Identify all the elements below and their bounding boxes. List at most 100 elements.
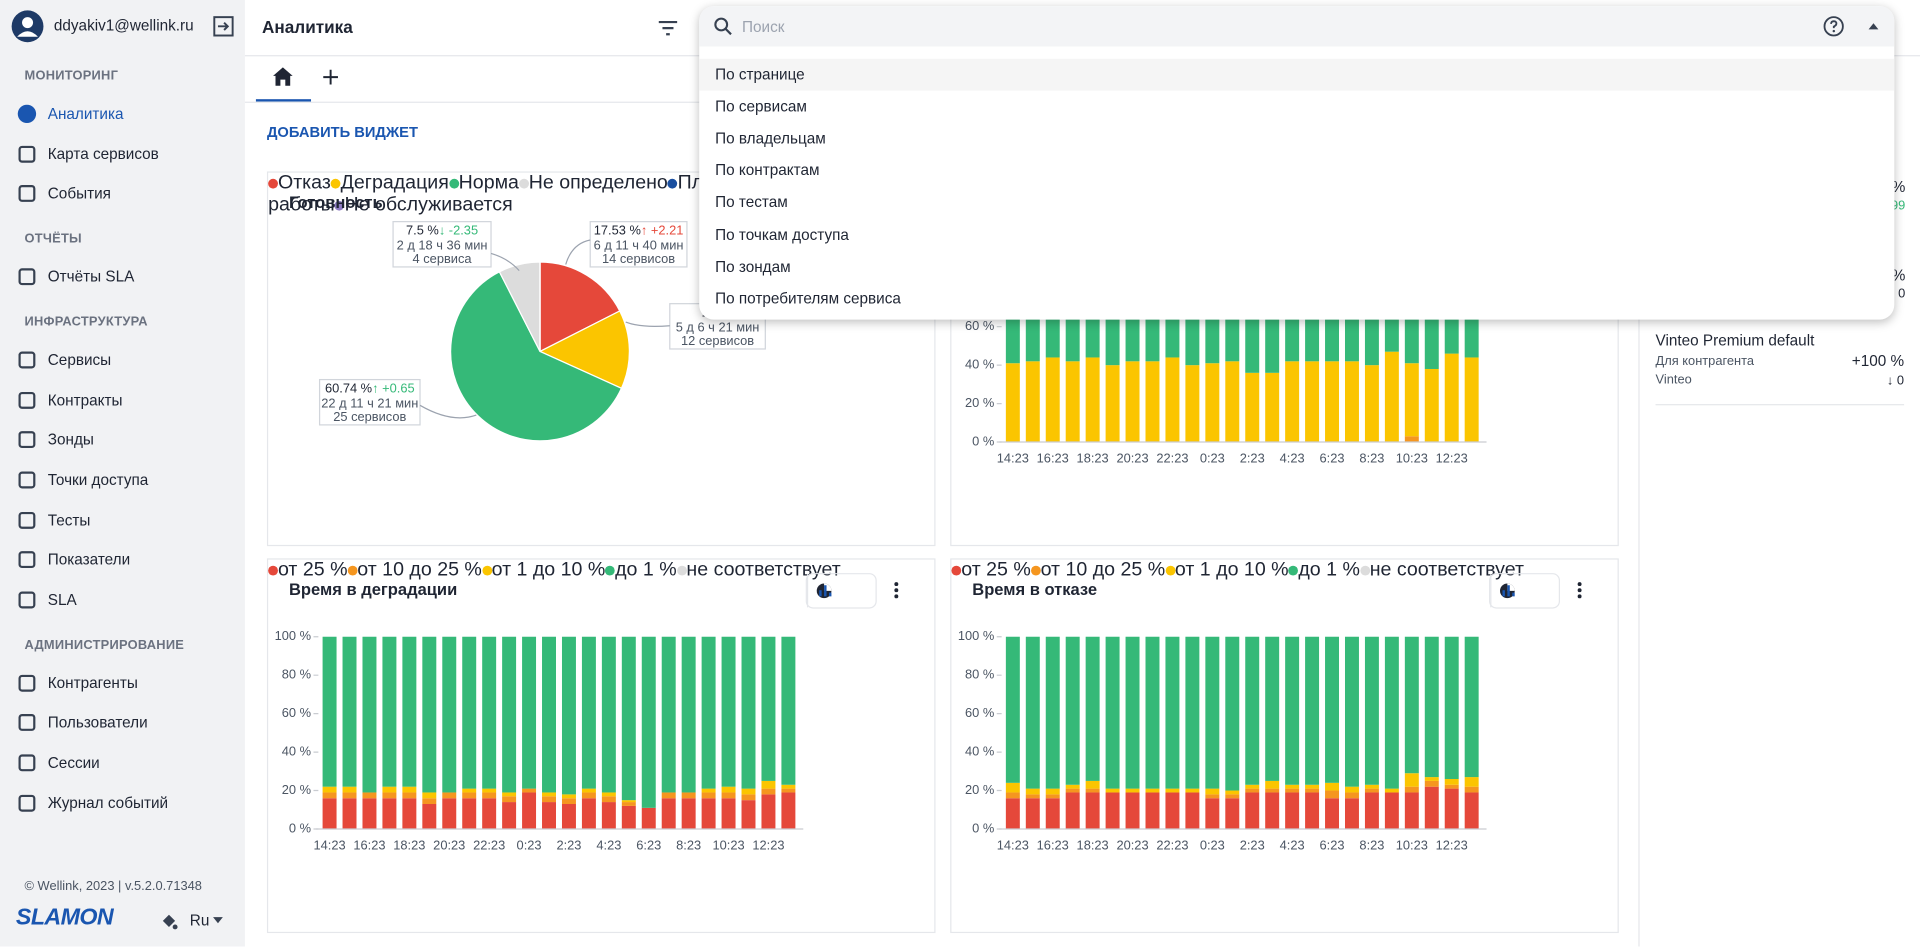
add-tab[interactable] xyxy=(322,69,339,86)
search-option[interactable]: По странице xyxy=(699,58,1895,91)
search-option[interactable]: По тестам xyxy=(715,193,788,212)
bar-segment xyxy=(1464,792,1479,829)
bar-view-button[interactable] xyxy=(1490,574,1526,608)
y-tick-label: 100 % xyxy=(958,628,994,643)
nav-item[interactable]: Контрагенты xyxy=(17,668,138,697)
x-tick-label: 4:23 xyxy=(596,838,621,853)
legend: от 25 % от 10 до 25 % от 1 до 10 % до 1 % не… xyxy=(951,560,1527,582)
search-option[interactable]: По точкам доступа xyxy=(715,225,849,244)
legend-item[interactable]: от 1 до 10 % xyxy=(1165,559,1289,581)
chart-type-toggle[interactable] xyxy=(805,573,877,609)
bar-segment xyxy=(561,794,576,799)
search-option[interactable]: По сервисам xyxy=(715,98,807,116)
bar-segment xyxy=(1404,636,1419,774)
chart-type-toggle[interactable] xyxy=(1488,573,1561,609)
bar-segment xyxy=(362,636,377,793)
widget-menu[interactable] xyxy=(1573,580,1585,600)
paint-icon[interactable] xyxy=(159,911,179,931)
nav-item[interactable]: Сервисы xyxy=(17,346,111,375)
legend-item[interactable]: до 1 % xyxy=(605,560,677,581)
home-tab[interactable] xyxy=(272,66,294,87)
annotation-value: 7.5 %↓ -2.35 xyxy=(406,223,478,238)
annotation-box xyxy=(589,221,688,268)
nav-item[interactable]: Аналитика xyxy=(17,99,124,128)
bar-segment xyxy=(741,794,756,801)
bar-segment xyxy=(422,792,437,799)
legend-item[interactable]: от 25 % xyxy=(951,560,1031,581)
legend-item[interactable]: до 1 % xyxy=(1288,560,1360,581)
nav-icon xyxy=(17,104,37,124)
search-option[interactable]: По зондам xyxy=(715,257,791,276)
bar-segment xyxy=(1305,361,1320,443)
nav-item[interactable]: События xyxy=(17,179,111,208)
nav-label: Аналитика xyxy=(47,105,124,123)
bar-segment xyxy=(1424,786,1439,829)
bar-segment xyxy=(781,784,796,789)
nav-label: Сервисы xyxy=(47,351,112,369)
nav-item[interactable]: Пользователи xyxy=(17,708,148,737)
bar-segment xyxy=(1005,798,1020,829)
legend-item[interactable]: не соответствует xyxy=(1359,560,1524,581)
chart-title: Время в деградации xyxy=(288,580,458,599)
bar-segment xyxy=(681,792,696,799)
legend-item[interactable]: Не определено xyxy=(518,173,668,193)
legend-label: от 10 до 25 % xyxy=(357,559,482,581)
legend-swatch xyxy=(330,178,341,189)
legend-item[interactable]: Деградация xyxy=(330,173,449,193)
y-tick-label: 100 % xyxy=(275,628,311,643)
nav-item[interactable]: Контракты xyxy=(17,385,123,414)
widget-menu[interactable] xyxy=(890,580,902,600)
bar-segment xyxy=(1464,777,1479,787)
icon-shape xyxy=(18,714,36,732)
search-option[interactable]: По владельцам xyxy=(715,130,826,148)
help-button[interactable] xyxy=(1823,16,1844,37)
bar-segment xyxy=(1305,792,1320,829)
chart: 0 % 20 % 40 % 60 % 80 % 100 % 14:23 16:23 18:23 2… xyxy=(275,628,804,853)
legend-label: Норма xyxy=(458,172,519,194)
bar-segment xyxy=(1225,794,1240,799)
bar-segment xyxy=(322,792,337,799)
collapse-caret[interactable] xyxy=(1867,22,1879,31)
legend-item[interactable]: Отказ xyxy=(268,173,331,193)
legend-item[interactable]: Норма xyxy=(448,172,519,194)
search-icon xyxy=(714,17,732,36)
legend-item[interactable]: от 10 до 25 % xyxy=(347,559,482,581)
nav-item[interactable]: Показатели xyxy=(17,545,130,574)
bar-segment xyxy=(1185,365,1200,443)
nav-item[interactable]: Зонды xyxy=(17,425,94,454)
bar-segment xyxy=(1364,636,1379,785)
bar-segment xyxy=(322,636,337,787)
bar-segment xyxy=(1285,792,1300,829)
nav-item[interactable]: Журнал событий xyxy=(17,788,168,817)
nav-label: Точки доступа xyxy=(47,471,149,489)
nav-item[interactable]: Тесты xyxy=(17,505,90,534)
legend-item[interactable]: от 1 до 10 % xyxy=(481,560,605,581)
nav-item[interactable]: SLA xyxy=(17,585,77,614)
nav-item[interactable]: Отчёты SLA xyxy=(17,262,134,291)
filter-button[interactable] xyxy=(658,20,679,37)
search-option[interactable]: По потребителям сервиса xyxy=(715,289,901,307)
bar-view-button[interactable] xyxy=(806,574,843,608)
legend-item[interactable]: от 25 % xyxy=(268,560,348,581)
legend-label: от 1 до 10 % xyxy=(1174,559,1289,581)
nav-item[interactable]: Сессии xyxy=(17,748,100,777)
nav-item[interactable]: Точки доступа xyxy=(17,465,148,494)
bar-segment xyxy=(1404,363,1419,437)
bar-segment xyxy=(462,792,477,799)
bar-segment xyxy=(1165,788,1180,793)
bar-segment xyxy=(542,792,556,797)
legend-item[interactable]: Не обслуживается xyxy=(334,195,513,216)
nav-item[interactable]: Карта сервисов xyxy=(17,139,159,168)
footer: © Wellink, 2023 | v.5.2.0.71348 xyxy=(24,879,202,894)
logout-button[interactable] xyxy=(213,16,234,37)
legend-item[interactable]: от 10 до 25 % xyxy=(1030,560,1165,581)
bar-segment xyxy=(1205,798,1220,829)
bar-segment xyxy=(1205,788,1220,795)
add-widget-button[interactable]: ДОБАВИТЬ ВИДЖЕТ xyxy=(266,123,418,141)
legend-item[interactable]: не соответствует xyxy=(676,560,841,581)
search-option[interactable]: По контрактам xyxy=(715,161,820,180)
widget-card: 0 % 20 % 40 % 60 % 80 % 100 % 14:23 16:23 18:23 2… xyxy=(266,558,936,934)
language[interactable]: Ru xyxy=(189,912,210,930)
search-bar[interactable] xyxy=(699,6,1895,47)
icon-shape xyxy=(819,585,832,597)
